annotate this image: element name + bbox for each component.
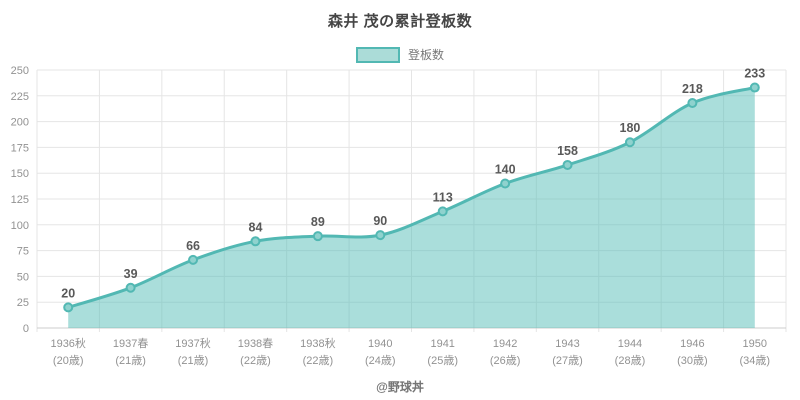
x-tick-sublabel: (27歳) <box>552 354 583 367</box>
data-point-label: 20 <box>61 286 75 300</box>
y-tick-label: 125 <box>11 194 29 206</box>
x-tick-sublabel: (25歳) <box>427 354 458 367</box>
x-tick-sublabel: (22歳) <box>240 354 271 367</box>
y-tick-label: 150 <box>11 168 29 180</box>
x-tick-label: 1950 <box>743 338 767 350</box>
x-tick-label: 1940 <box>368 338 392 350</box>
data-point[interactable] <box>687 98 698 109</box>
x-tick-sublabel: (34歳) <box>740 354 771 367</box>
y-tick-label: 25 <box>17 297 29 309</box>
data-point-label: 180 <box>620 121 641 135</box>
chart-title: 森井 茂の累計登板数 <box>327 13 473 30</box>
data-point[interactable] <box>250 236 261 247</box>
y-tick-label: 100 <box>11 220 29 232</box>
x-tick-label: 1943 <box>555 338 579 350</box>
y-tick-label: 175 <box>11 142 29 154</box>
x-tick-label: 1936秋 <box>50 336 85 350</box>
y-tick-label: 200 <box>11 117 29 129</box>
y-tick-label: 0 <box>23 323 29 335</box>
data-point-label: 140 <box>495 163 516 177</box>
trend-line <box>66 86 757 309</box>
x-tick-label: 1938春 <box>238 337 273 350</box>
x-tick-sublabel: (21歳) <box>115 354 146 367</box>
x-tick-sublabel: (24歳) <box>365 354 396 367</box>
data-point-label: 218 <box>682 82 703 96</box>
data-point-label: 66 <box>186 239 200 253</box>
data-point[interactable] <box>500 178 511 189</box>
x-tick-sublabel: (20歳) <box>53 354 84 367</box>
data-point[interactable] <box>375 230 386 241</box>
data-point-label: 233 <box>744 67 765 81</box>
data-point[interactable] <box>562 159 573 170</box>
area-fill <box>68 87 755 328</box>
footer-credit: @野球丼 <box>376 380 424 394</box>
x-tick-label: 1937春 <box>113 337 148 350</box>
data-point-label: 39 <box>124 267 138 281</box>
data-point[interactable] <box>312 231 323 242</box>
x-tick-sublabel: (28歳) <box>615 354 646 367</box>
data-point-label: 84 <box>249 220 263 234</box>
x-tick-label: 1942 <box>493 338 517 350</box>
x-tick-sublabel: (21歳) <box>178 354 209 367</box>
data-point[interactable] <box>125 282 136 293</box>
data-point-label: 158 <box>557 144 578 158</box>
data-point[interactable] <box>188 254 199 265</box>
data-point[interactable] <box>63 302 74 313</box>
x-tick-sublabel: (22歳) <box>303 354 334 367</box>
legend-label: 登板数 <box>407 48 444 62</box>
y-tick-label: 75 <box>17 246 29 258</box>
y-tick-label: 250 <box>11 65 29 77</box>
data-point-label: 90 <box>373 214 387 228</box>
x-tick-label: 1946 <box>680 338 704 350</box>
x-tick-label: 1941 <box>430 338 454 350</box>
data-point-label: 113 <box>433 190 453 204</box>
x-tick-sublabel: (30歳) <box>677 354 708 367</box>
data-point[interactable] <box>624 137 635 148</box>
x-tick-label: 1937秋 <box>175 336 210 350</box>
y-tick-label: 225 <box>11 91 29 103</box>
data-point-label: 89 <box>311 215 325 229</box>
data-point[interactable] <box>749 82 760 93</box>
x-tick-sublabel: (26歳) <box>490 354 521 367</box>
legend-item[interactable]: 登板数 <box>0 46 800 63</box>
x-tick-label: 1944 <box>618 338 642 350</box>
legend-swatch <box>355 46 400 63</box>
data-point[interactable] <box>437 206 448 217</box>
y-tick-label: 50 <box>17 271 29 283</box>
x-tick-label: 1938秋 <box>300 336 335 350</box>
